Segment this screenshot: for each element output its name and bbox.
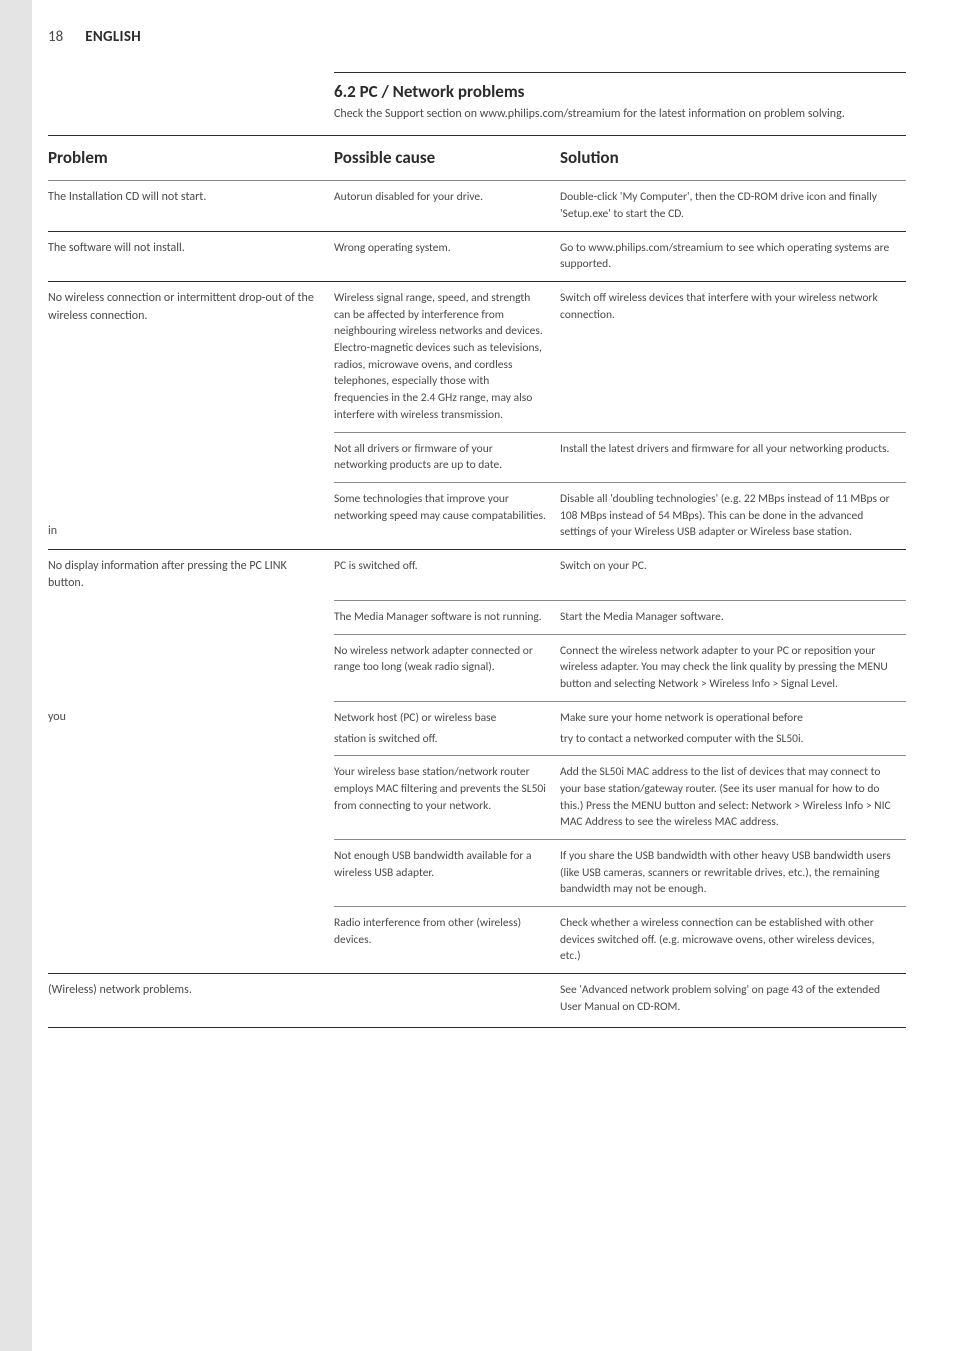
cause-cell: Your wireless base station/network route…	[334, 756, 560, 840]
page-content: 18 ENGLISH 6.2 PC / Network problems Che…	[0, 0, 954, 1351]
table-row: Not enough USB bandwidth available for a…	[48, 840, 906, 907]
solution-cell: Switch off wireless devices that interfe…	[560, 282, 906, 432]
table-row: The Media Manager software is not runnin…	[48, 601, 906, 635]
cause-cell: Wireless signal range, speed, and streng…	[334, 282, 560, 432]
cause-cell: Radio interference from other (wireless)…	[334, 907, 560, 974]
cause-cell: The Media Manager software is not runnin…	[334, 601, 560, 635]
cause-cell: No wireless network adapter connected or…	[334, 634, 560, 701]
table-row: The Installation CD will not start. Auto…	[48, 181, 906, 231]
problems-table: Problem Possible cause Solution The Inst…	[48, 135, 906, 1024]
table-row: No wireless connection or intermittent d…	[48, 282, 906, 432]
solution-cell: Start the Media Manager software.	[560, 601, 906, 635]
solution-cell: Make sure your home network is operation…	[560, 701, 906, 728]
table-row: you Network host (PC) or wireless base M…	[48, 701, 906, 728]
problem-cell	[48, 840, 334, 907]
problem-cell: in	[48, 482, 334, 549]
table-row: in Some technologies that improve your n…	[48, 482, 906, 549]
problem-cell: No display information after pressing th…	[48, 549, 334, 600]
solution-cell: Install the latest drivers and firmware …	[560, 432, 906, 482]
section-intro: 6.2 PC / Network problems Check the Supp…	[334, 72, 906, 123]
page-language: ENGLISH	[85, 28, 141, 46]
col-header-solution: Solution	[560, 135, 906, 181]
table-row: (Wireless) network problems. See 'Advanc…	[48, 974, 906, 1024]
col-header-problem: Problem	[48, 135, 334, 181]
problem-cell: you	[48, 701, 334, 728]
problem-cell	[48, 601, 334, 635]
table-row: Your wireless base station/network route…	[48, 756, 906, 840]
page-number: 18	[48, 28, 63, 46]
table-row: Radio interference from other (wireless)…	[48, 907, 906, 974]
solution-cell: Add the SL50i MAC address to the list of…	[560, 756, 906, 840]
cause-cell: PC is switched off.	[334, 549, 560, 600]
solution-cell: Disable all 'doubling technologies' (e.g…	[560, 482, 906, 549]
bottom-rule	[48, 1027, 906, 1028]
cause-cell: Not enough USB bandwidth available for a…	[334, 840, 560, 907]
section-subtitle: Check the Support section on www.philips…	[334, 106, 906, 123]
col-header-cause: Possible cause	[334, 135, 560, 181]
cause-cell: Some technologies that improve your netw…	[334, 482, 560, 549]
solution-cell: try to contact a networked computer with…	[560, 729, 906, 756]
page-header: 18 ENGLISH	[48, 28, 906, 46]
problem-cell	[48, 729, 334, 756]
solution-cell: Check whether a wireless connection can …	[560, 907, 906, 974]
cause-cell: Wrong operating system.	[334, 231, 560, 281]
cause-cell	[334, 974, 560, 1024]
table-row: No display information after pressing th…	[48, 549, 906, 600]
solution-cell: See 'Advanced network problem solving' o…	[560, 974, 906, 1024]
table-row: The software will not install. Wrong ope…	[48, 231, 906, 281]
problem-cell: No wireless connection or intermittent d…	[48, 282, 334, 432]
table-row: station is switched off. try to contact …	[48, 729, 906, 756]
cause-cell: station is switched off.	[334, 729, 560, 756]
problem-cell: The Installation CD will not start.	[48, 181, 334, 231]
solution-cell: Switch on your PC.	[560, 549, 906, 600]
cause-cell: Not all drivers or firmware of your netw…	[334, 432, 560, 482]
section-title: 6.2 PC / Network problems	[334, 81, 906, 102]
solution-cell: Double-click 'My Computer', then the CD-…	[560, 181, 906, 231]
cause-cell: Network host (PC) or wireless base	[334, 701, 560, 728]
solution-cell: If you share the USB bandwidth with othe…	[560, 840, 906, 907]
problem-cell: (Wireless) network problems.	[48, 974, 334, 1024]
table-row: No wireless network adapter connected or…	[48, 634, 906, 701]
table-row: Not all drivers or firmware of your netw…	[48, 432, 906, 482]
problem-cell	[48, 907, 334, 974]
problem-cell	[48, 756, 334, 840]
table-header-row: Problem Possible cause Solution	[48, 135, 906, 181]
solution-cell: Connect the wireless network adapter to …	[560, 634, 906, 701]
cause-cell: Autorun disabled for your drive.	[334, 181, 560, 231]
problem-cell	[48, 432, 334, 482]
problem-cell: The software will not install.	[48, 231, 334, 281]
problem-cell	[48, 634, 334, 701]
solution-cell: Go to www.philips.com/streamium to see w…	[560, 231, 906, 281]
